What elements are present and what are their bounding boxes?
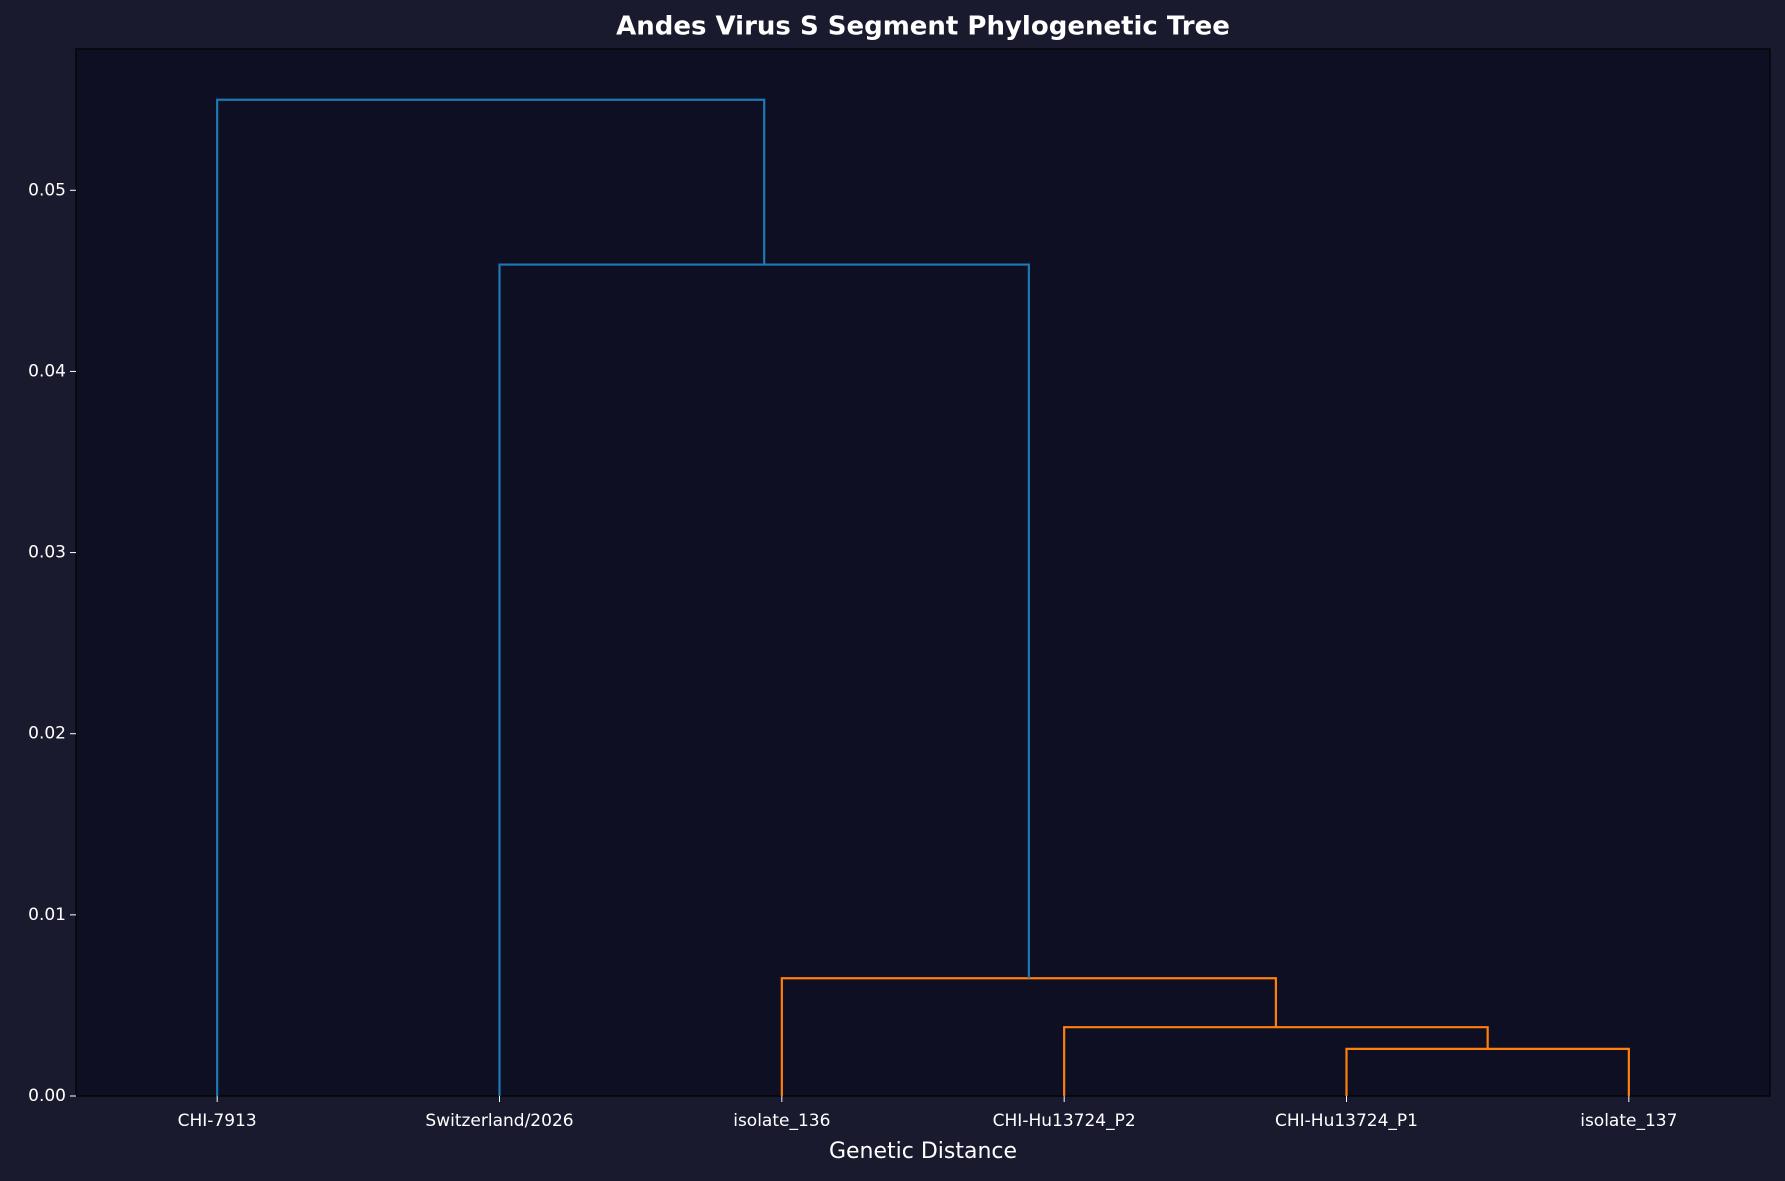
tree-link (216, 98, 766, 1096)
y-tick-label: 0.03 (28, 543, 66, 563)
tree-link (1063, 1026, 1489, 1096)
y-tick-label: 0.05 (28, 180, 66, 200)
x-tick-label: isolate_137 (1580, 1111, 1677, 1131)
tree-link (498, 263, 1030, 1096)
chart-title: Andes Virus S Segment Phylogenetic Tree (616, 12, 1230, 42)
y-tick-label: 0.01 (28, 905, 66, 925)
plot-area (75, 48, 1771, 1097)
tree-link (780, 977, 1278, 1096)
y-tick-label: 0.04 (28, 361, 66, 381)
x-tick-label: isolate_136 (733, 1111, 830, 1131)
y-tick-label: 0.00 (28, 1086, 66, 1106)
x-tick-label: CHI-Hu13724_P2 (993, 1111, 1136, 1131)
y-tick-label: 0.02 (28, 724, 66, 744)
x-tick-label: Switzerland/2026 (425, 1111, 573, 1131)
x-tick-label: CHI-7913 (178, 1111, 257, 1131)
x-axis-label: Genetic Distance (829, 1139, 1017, 1164)
x-tick-label: CHI-Hu13724_P1 (1275, 1111, 1418, 1131)
